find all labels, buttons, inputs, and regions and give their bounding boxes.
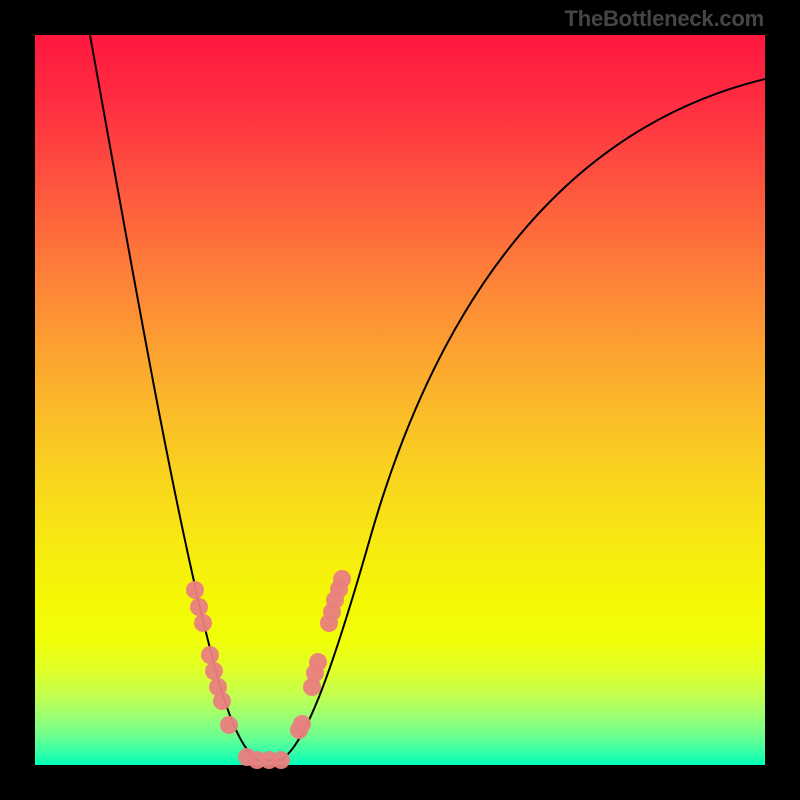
data-point xyxy=(213,692,231,710)
data-point xyxy=(190,598,208,616)
watermark-text: TheBottleneck.com xyxy=(564,6,764,32)
data-point xyxy=(205,662,223,680)
data-point xyxy=(309,653,327,671)
data-point xyxy=(194,614,212,632)
data-point xyxy=(293,715,311,733)
data-point xyxy=(220,716,238,734)
data-point xyxy=(333,570,351,588)
plot-area xyxy=(35,35,765,765)
chart-frame: TheBottleneck.com xyxy=(0,0,800,800)
data-point xyxy=(201,646,219,664)
data-point xyxy=(186,581,204,599)
bottleneck-curve xyxy=(35,35,765,765)
data-point xyxy=(272,751,290,769)
